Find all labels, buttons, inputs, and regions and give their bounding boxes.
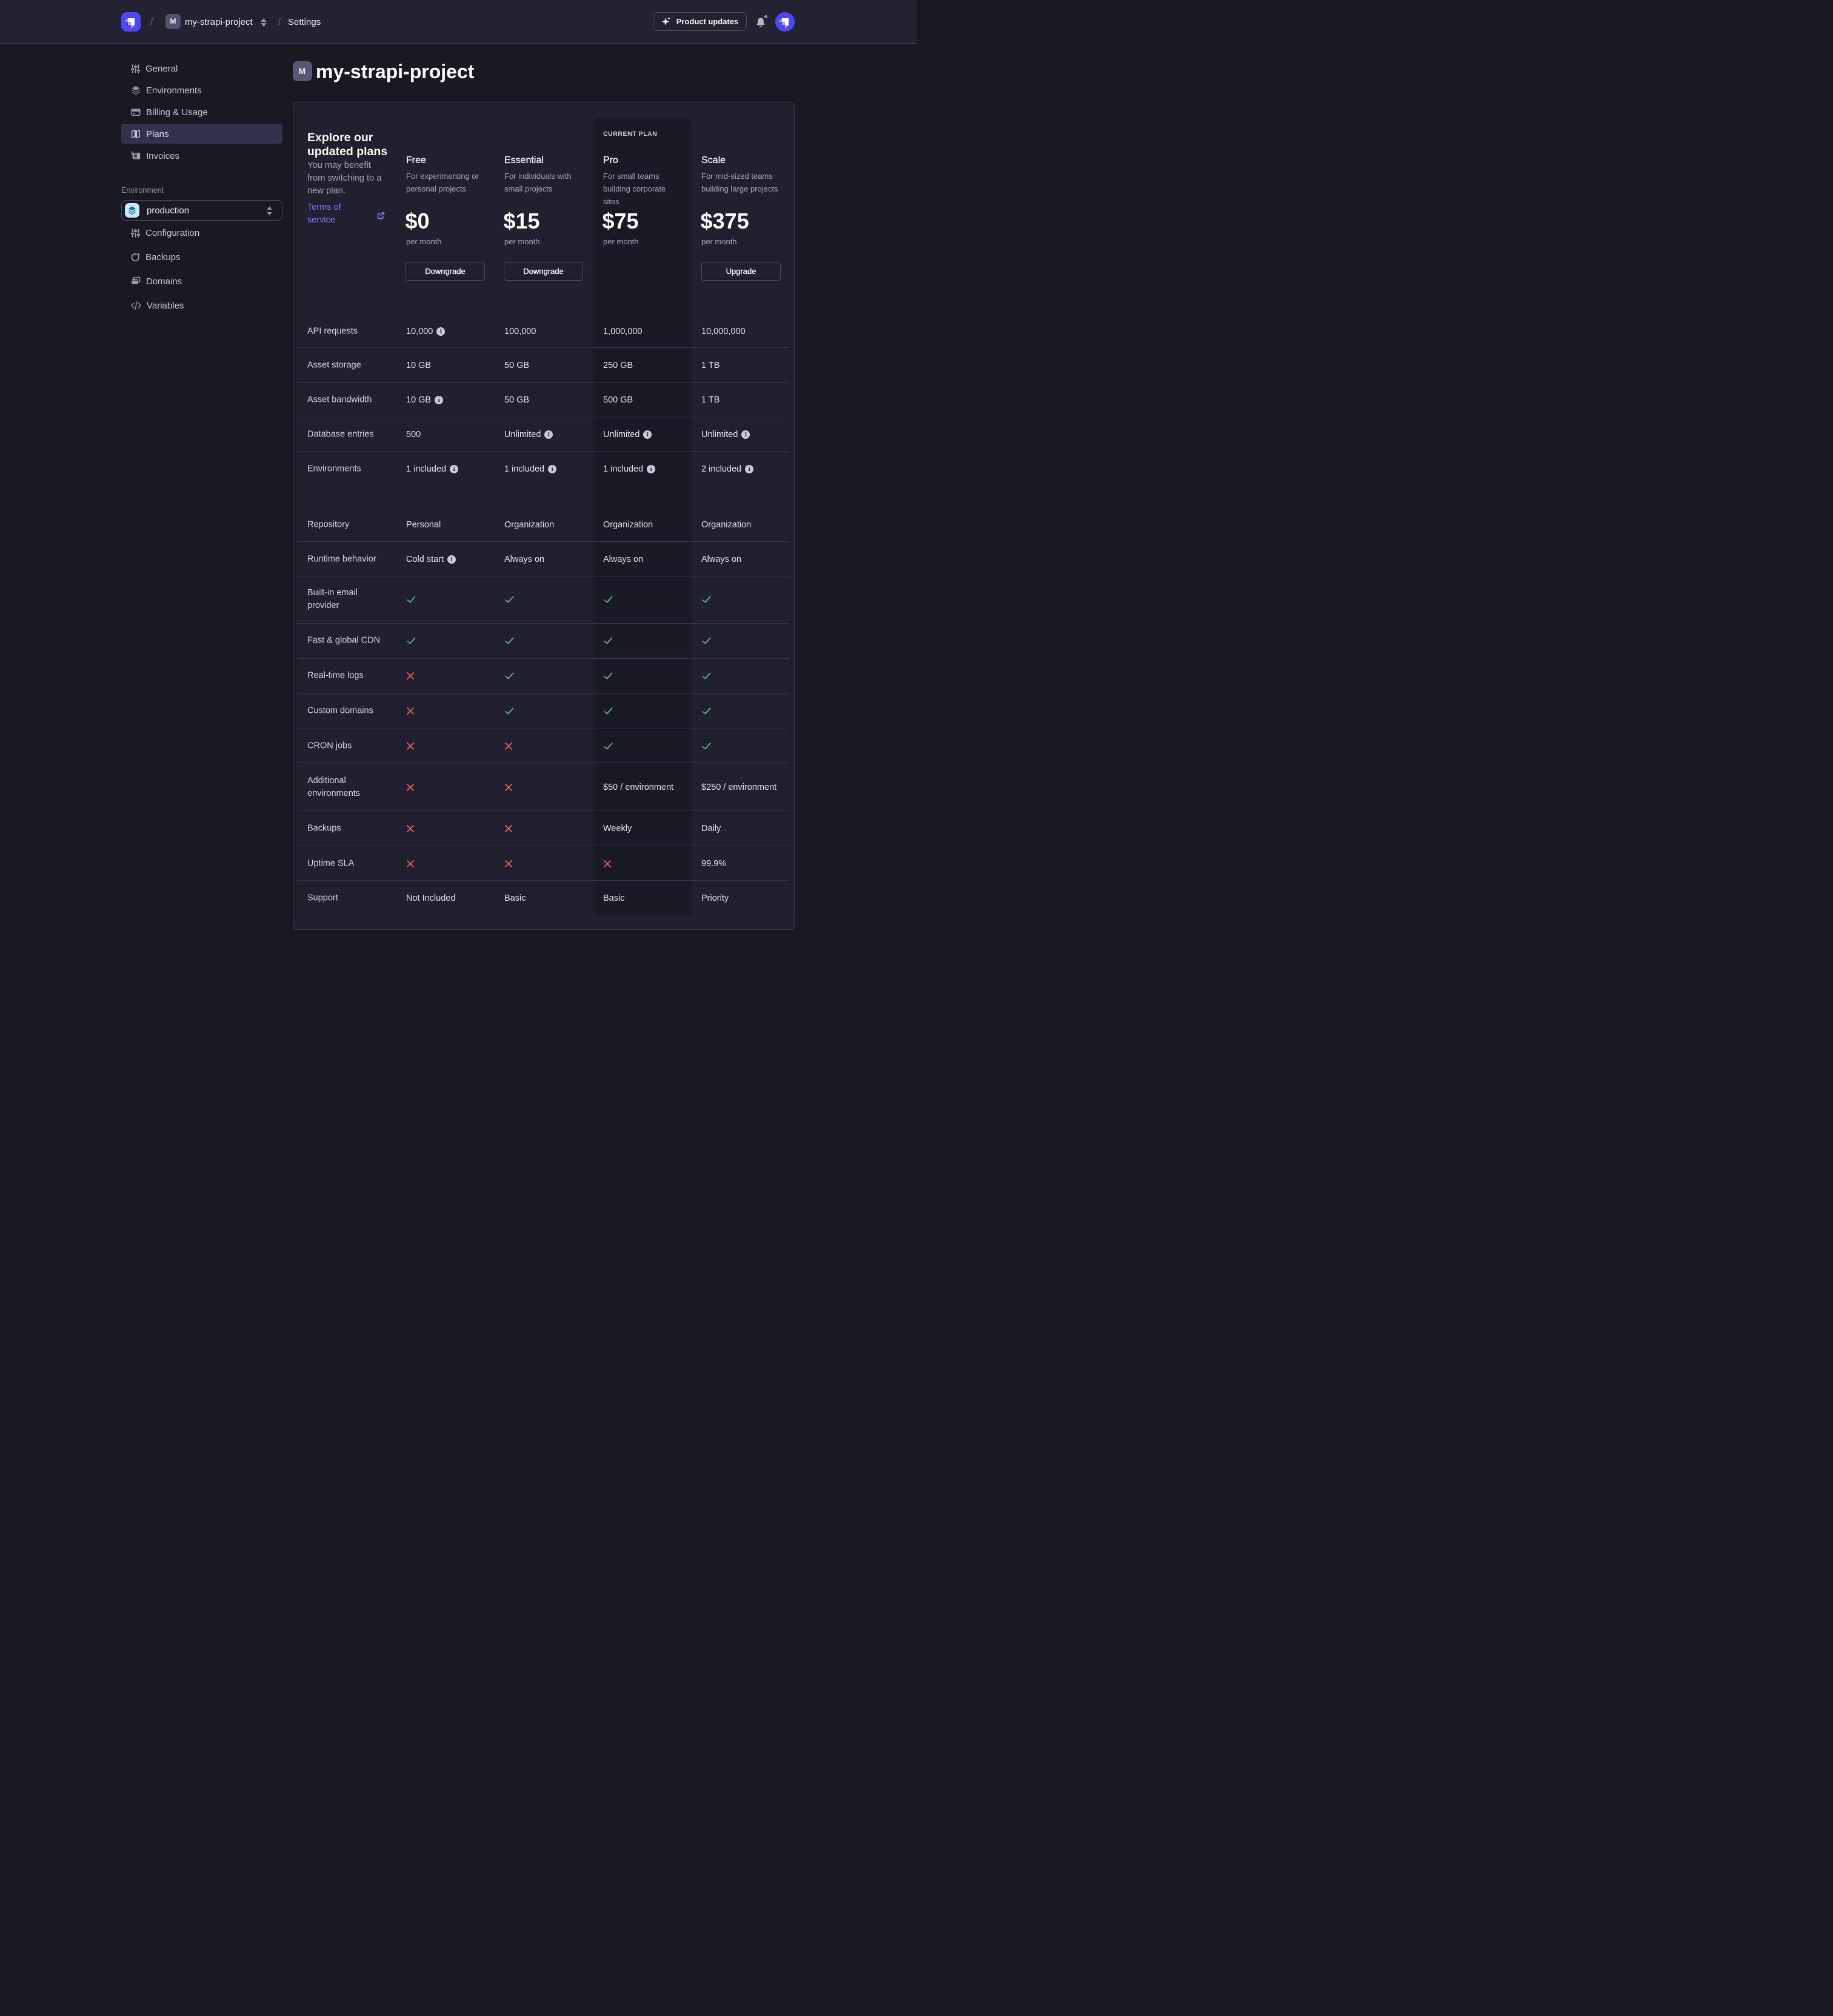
svg-text:$: $ bbox=[131, 151, 133, 155]
